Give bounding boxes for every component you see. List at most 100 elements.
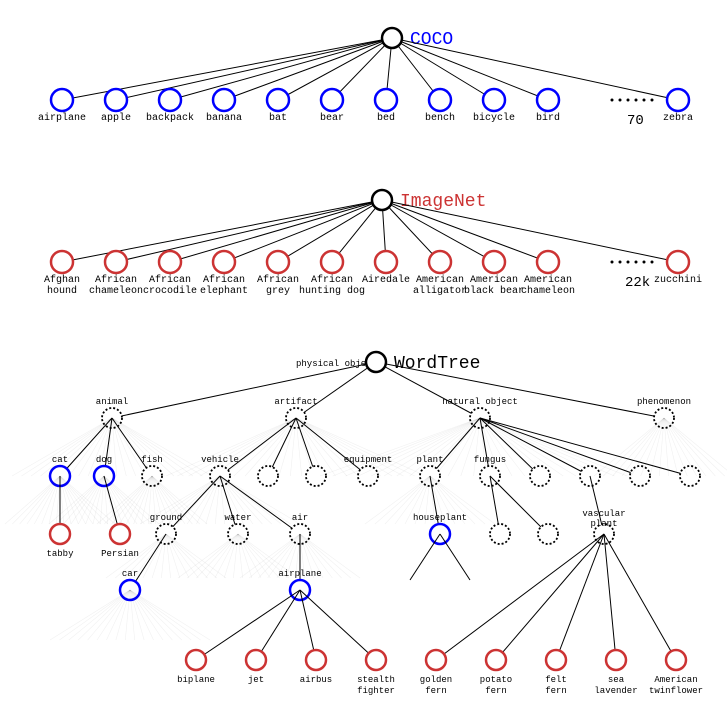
svg-text:car: car xyxy=(122,569,138,579)
svg-text:vascular: vascular xyxy=(582,509,625,519)
svg-text:bench: bench xyxy=(425,112,455,124)
svg-text:African: African xyxy=(95,274,137,286)
svg-text:African: African xyxy=(203,274,245,286)
imagenet-leaf xyxy=(375,251,397,273)
svg-text:fish: fish xyxy=(141,455,163,465)
svg-text:American: American xyxy=(416,274,464,286)
svg-text:airbus: airbus xyxy=(300,675,332,685)
title-imagenet: ImageNet xyxy=(400,192,486,212)
svg-text:lavender: lavender xyxy=(594,686,637,696)
svg-text:biplane: biplane xyxy=(177,675,215,685)
svg-text:hunting dog: hunting dog xyxy=(299,285,365,297)
svg-text:phenomenon: phenomenon xyxy=(637,397,691,407)
svg-text:natural object: natural object xyxy=(442,397,518,407)
imagenet-leaf xyxy=(429,251,451,273)
svg-text:American: American xyxy=(654,675,697,685)
wordtree-natural-child xyxy=(630,466,650,486)
svg-text:zucchini: zucchini xyxy=(654,274,702,286)
svg-text:banana: banana xyxy=(206,112,242,124)
svg-text:hound: hound xyxy=(47,285,77,297)
svg-text:airplane: airplane xyxy=(38,112,86,124)
imagenet-leaf xyxy=(105,251,127,273)
coco-leaf xyxy=(537,89,559,111)
svg-text:elephant: elephant xyxy=(200,285,248,297)
svg-text:zebra: zebra xyxy=(663,112,693,124)
svg-text:plant: plant xyxy=(416,455,443,465)
svg-text:African: African xyxy=(311,274,353,286)
svg-text:tabby: tabby xyxy=(46,549,74,559)
svg-text:sea: sea xyxy=(608,675,625,685)
svg-text:backpack: backpack xyxy=(146,112,194,124)
imagenet-leaf xyxy=(51,251,73,273)
imagenet-leaf xyxy=(321,251,343,273)
coco-leaf xyxy=(429,89,451,111)
wordtree-root xyxy=(366,352,386,372)
svg-text:houseplant: houseplant xyxy=(413,513,467,523)
wordtree-leaf-red xyxy=(50,524,70,544)
svg-text:animal: animal xyxy=(96,397,128,407)
wordtree-natural-child xyxy=(680,466,700,486)
svg-text:bed: bed xyxy=(377,112,395,124)
coco-leaf xyxy=(483,89,505,111)
svg-text:American: American xyxy=(470,274,518,286)
wordtree-artifact-child xyxy=(358,466,378,486)
coco-leaf xyxy=(159,89,181,111)
wordtree-artifact-child xyxy=(258,466,278,486)
imagenet-leaf xyxy=(537,251,559,273)
svg-text:potato: potato xyxy=(480,675,512,685)
wordtree-vascular-leaf xyxy=(606,650,626,670)
svg-text:ground: ground xyxy=(150,513,182,523)
svg-text:fighter: fighter xyxy=(357,686,395,696)
svg-text:apple: apple xyxy=(101,112,131,124)
title-wordtree: WordTree xyxy=(394,354,480,374)
imagenet-count: 22k xyxy=(625,275,650,291)
svg-text:air: air xyxy=(292,513,308,523)
svg-text:Airedale: Airedale xyxy=(362,274,410,286)
svg-text:cat: cat xyxy=(52,455,68,465)
svg-text:grey: grey xyxy=(266,286,290,297)
svg-text:airplane: airplane xyxy=(278,569,321,579)
coco-leaf xyxy=(213,89,235,111)
coco-leaf xyxy=(375,89,397,111)
coco-leaf xyxy=(267,89,289,111)
wordtree-airplane-leaf xyxy=(246,650,266,670)
svg-text:golden: golden xyxy=(420,675,452,685)
svg-text:fungus: fungus xyxy=(474,455,506,465)
svg-text:plant: plant xyxy=(590,519,617,529)
svg-text:artifact: artifact xyxy=(274,397,317,407)
wordtree-airplane-leaf xyxy=(366,650,386,670)
wordtree-vascular-leaf xyxy=(666,650,686,670)
wordtree-natural-child xyxy=(530,466,550,486)
wordtree-vascular-leaf xyxy=(486,650,506,670)
svg-text:bicycle: bicycle xyxy=(473,112,515,124)
svg-text:fern: fern xyxy=(485,686,507,696)
svg-text:stealth: stealth xyxy=(357,675,395,685)
svg-text:bat: bat xyxy=(269,112,287,124)
imagenet-leaf xyxy=(483,251,505,273)
imagenet-root xyxy=(372,190,392,210)
svg-text:bird: bird xyxy=(536,112,560,124)
svg-text:African: African xyxy=(149,274,191,286)
tree-diagram: COCOairplaneapplebackpackbananabatbearbe… xyxy=(0,0,727,726)
svg-text:twinflower: twinflower xyxy=(649,686,703,696)
coco-leaf xyxy=(51,89,73,111)
coco-leaf xyxy=(667,89,689,111)
svg-text:African: African xyxy=(257,274,299,286)
imagenet-leaf xyxy=(267,251,289,273)
svg-text:bear: bear xyxy=(320,112,344,124)
svg-text:American: American xyxy=(524,274,572,286)
coco-leaf xyxy=(105,89,127,111)
svg-text:Persian: Persian xyxy=(101,549,139,559)
coco-count: 70 xyxy=(627,113,644,129)
imagenet-leaf xyxy=(159,251,181,273)
svg-text:fern: fern xyxy=(425,686,447,696)
coco-leaf xyxy=(321,89,343,111)
imagenet-leaf xyxy=(213,251,235,273)
wordtree-vascular-leaf xyxy=(426,650,446,670)
svg-text:crocodile: crocodile xyxy=(143,285,197,297)
imagenet-leaf xyxy=(667,251,689,273)
svg-text:alligator: alligator xyxy=(413,285,467,297)
svg-text:chameleon: chameleon xyxy=(89,285,143,297)
coco-root xyxy=(382,28,402,48)
svg-text:felt: felt xyxy=(545,675,567,685)
